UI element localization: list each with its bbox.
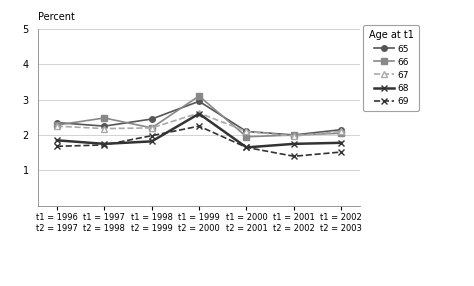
Legend: 65, 66, 67, 68, 69: 65, 66, 67, 68, 69 [364,25,419,111]
Line: 66: 66 [54,93,344,140]
65 [149,117,155,121]
68 [196,112,202,116]
68 [149,140,155,143]
Line: 65: 65 [54,98,344,138]
66 [291,133,297,137]
65 [244,130,249,133]
69 [196,124,202,128]
69 [291,154,297,158]
66 [101,116,107,120]
65 [338,128,344,131]
67 [101,127,107,130]
67 [196,111,202,115]
66 [338,132,344,135]
66 [149,126,155,130]
68 [54,139,60,142]
69 [244,146,249,149]
65 [196,100,202,103]
66 [244,135,249,138]
68 [244,146,249,149]
67 [338,130,344,133]
Line: 68: 68 [54,110,345,151]
Text: Percent: Percent [38,11,75,21]
66 [196,94,202,98]
68 [338,141,344,144]
69 [101,143,107,147]
68 [101,142,107,146]
67 [149,126,155,130]
67 [244,130,249,133]
Line: 67: 67 [54,110,344,139]
69 [54,145,60,148]
69 [149,134,155,137]
68 [291,142,297,146]
65 [291,133,297,137]
69 [338,150,344,154]
67 [291,134,297,138]
65 [54,121,60,124]
65 [101,124,107,128]
66 [54,123,60,127]
67 [54,124,60,128]
Line: 69: 69 [54,123,345,160]
